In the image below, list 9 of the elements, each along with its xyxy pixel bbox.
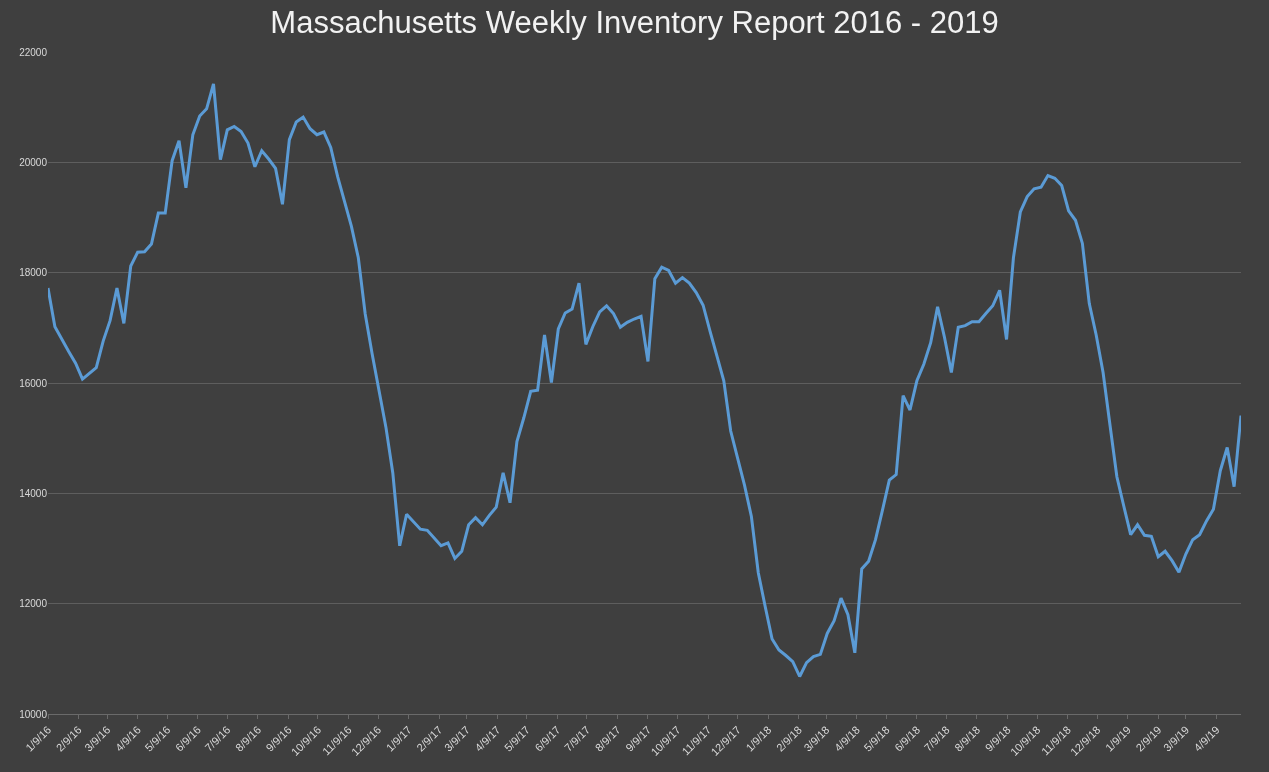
y-tick-label: 10000 bbox=[19, 708, 48, 720]
y-tick-label: 16000 bbox=[19, 377, 48, 389]
y-tick-label: 12000 bbox=[19, 598, 48, 610]
y-tick-label: 22000 bbox=[19, 46, 48, 58]
y-tick-label: 18000 bbox=[19, 267, 48, 279]
line-series bbox=[48, 82, 1241, 678]
y-tick-label: 14000 bbox=[19, 487, 48, 499]
y-tick-label: 20000 bbox=[19, 156, 48, 168]
chart-title: Massachusetts Weekly Inventory Report 2016 - 2019 bbox=[270, 5, 999, 41]
